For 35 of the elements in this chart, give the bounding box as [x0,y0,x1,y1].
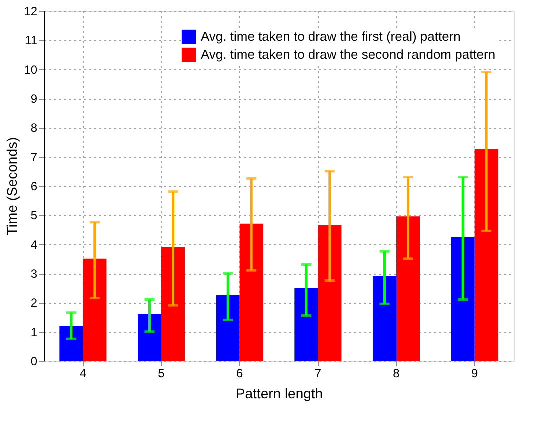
bar [162,247,185,361]
bar [83,258,107,361]
y-tick-label: 4 [30,238,38,252]
x-tick-label: 6 [236,366,244,380]
bar [474,150,498,361]
x-tick-label: 7 [314,366,322,380]
bar [396,216,420,361]
bar [373,276,396,361]
y-tick-label: 12 [24,4,38,18]
bar [318,225,342,361]
y-tick-label: 8 [30,121,38,136]
x-tick-label: 8 [393,366,400,380]
y-axis-title: Time (Seconds) [4,137,20,236]
bar [216,295,240,361]
bar [138,314,162,361]
y-tick-label: 0 [30,354,38,368]
x-tick-label: 9 [471,366,478,380]
bar [240,224,264,361]
legend-label: Avg. time taken to draw the first (real) pattern [201,29,461,44]
y-tick-label: 9 [30,92,38,106]
y-tick-label: 11 [25,34,38,48]
y-tick-label: 6 [30,180,38,194]
bar [60,326,84,361]
bar [294,288,318,361]
y-tick-label: 10 [24,62,38,77]
y-tick-label: 3 [30,267,38,281]
x-tick-label: 4 [80,366,87,380]
x-axis-title: Pattern length [236,386,324,402]
y-tick-label: 5 [30,208,38,223]
y-tick-label: 7 [30,150,38,164]
x-tick-label: 5 [158,366,166,380]
y-tick-label: 2 [30,296,38,310]
legend-label: Avg. time taken to draw the second random pattern [201,47,496,62]
y-tick-label: 1 [30,325,38,340]
bar [451,237,475,361]
